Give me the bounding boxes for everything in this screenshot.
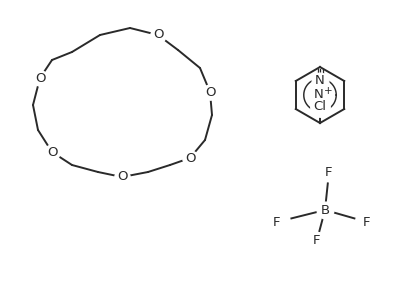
Text: O: O — [35, 71, 45, 85]
Text: O: O — [153, 29, 163, 42]
Text: N: N — [314, 88, 324, 102]
Text: O: O — [205, 85, 215, 98]
Text: F: F — [363, 216, 371, 229]
Text: O: O — [185, 151, 195, 164]
Text: +: + — [324, 86, 332, 96]
Text: F: F — [313, 233, 321, 247]
Text: F: F — [325, 165, 333, 178]
Text: Cl: Cl — [314, 101, 326, 113]
Text: N: N — [315, 74, 325, 88]
Text: O: O — [117, 171, 127, 184]
Text: O: O — [47, 146, 57, 158]
Text: F: F — [273, 216, 281, 229]
Text: B: B — [320, 203, 330, 216]
